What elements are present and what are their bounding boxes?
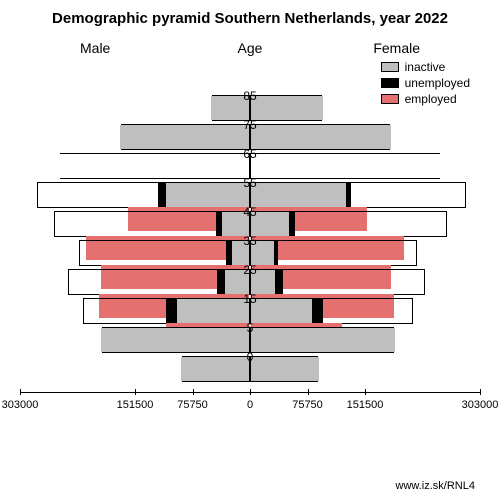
segment-unemployed — [275, 270, 283, 294]
segment-inactive — [251, 183, 346, 207]
bar-male — [68, 269, 250, 295]
age-label: 15 — [243, 292, 256, 306]
bar-male — [102, 327, 250, 353]
segment-white — [59, 154, 249, 178]
legend-item-inactive: inactive — [381, 60, 470, 74]
bar-male — [83, 298, 250, 324]
bar-female — [250, 356, 318, 382]
segment-unemployed — [166, 299, 177, 323]
bar-male — [182, 356, 250, 382]
segment-inactive — [166, 183, 249, 207]
segment-unemployed — [217, 270, 225, 294]
axis-tick-label: 151500 — [347, 399, 384, 411]
pyramid-row-age-0: 0 — [20, 356, 480, 385]
legend-label: inactive — [405, 60, 446, 74]
axis-tick-label: 151500 — [117, 399, 154, 411]
segment-inactive — [120, 125, 249, 149]
axis-tick-label: 75750 — [292, 399, 323, 411]
segment-unemployed — [346, 183, 351, 207]
segment-inactive — [251, 299, 312, 323]
age-label: 0 — [247, 350, 254, 364]
bar-female — [250, 240, 417, 266]
bar-female — [250, 124, 390, 150]
bar-male — [54, 211, 250, 237]
segment-inactive — [251, 125, 391, 149]
age-label: 85 — [243, 89, 256, 103]
bar-male — [60, 153, 250, 179]
age-label: 55 — [243, 176, 256, 190]
age-label: 25 — [243, 263, 256, 277]
age-label: 65 — [243, 147, 256, 161]
bar-female — [250, 327, 394, 353]
age-label: 75 — [243, 118, 256, 132]
x-axis: 30300015150075750075750151500303000 — [20, 393, 480, 421]
axis-baseline-right — [250, 392, 480, 393]
segment-white — [251, 154, 441, 178]
axis-tick-label: 303000 — [2, 399, 39, 411]
axis-tick-mark — [480, 389, 481, 395]
bar-female — [250, 95, 322, 121]
legend-swatch — [381, 78, 399, 88]
segment-inactive — [251, 96, 323, 120]
bar-female — [250, 153, 440, 179]
segment-inactive — [181, 357, 249, 381]
axis-tick-label: 303000 — [462, 399, 499, 411]
demographic-pyramid-chart: { "title": "Demographic pyramid Southern… — [0, 0, 500, 500]
bar-male — [121, 124, 250, 150]
segment-inactive — [177, 299, 249, 323]
segment-unemployed — [312, 299, 323, 323]
bar-male — [37, 182, 250, 208]
age-label: 45 — [243, 205, 256, 219]
bar-male — [79, 240, 250, 266]
legend-label: unemployed — [405, 76, 470, 90]
legend-item-employed: employed — [381, 92, 470, 106]
legend: inactive unemployed employed — [381, 60, 470, 108]
legend-swatch — [381, 62, 399, 72]
segment-unemployed — [274, 241, 279, 265]
segment-inactive — [251, 212, 289, 236]
segment-unemployed — [158, 183, 166, 207]
axis-tick-label: 75750 — [177, 399, 208, 411]
segment-inactive — [101, 328, 249, 352]
chart-title: Demographic pyramid Southern Netherlands… — [0, 10, 500, 27]
bar-female — [250, 182, 466, 208]
bar-female — [250, 211, 447, 237]
segment-unemployed — [226, 241, 232, 265]
legend-label: employed — [405, 92, 457, 106]
legend-swatch — [381, 94, 399, 104]
bar-female — [250, 269, 425, 295]
segment-unemployed — [216, 212, 222, 236]
axis-tick-label: 0 — [247, 399, 253, 411]
age-label: 35 — [243, 234, 256, 248]
segment-inactive — [251, 357, 319, 381]
segment-inactive — [251, 328, 395, 352]
segment-unemployed — [289, 212, 295, 236]
axis-baseline-left — [20, 392, 250, 393]
bar-female — [250, 298, 413, 324]
legend-item-unemployed: unemployed — [381, 76, 470, 90]
source-url: www.iz.sk/RNL4 — [396, 480, 475, 492]
chart-area: 85 75 65 55 45 35 25 15 5 0 — [20, 60, 480, 390]
age-column-label: Age — [0, 40, 500, 56]
age-label: 5 — [247, 321, 254, 335]
